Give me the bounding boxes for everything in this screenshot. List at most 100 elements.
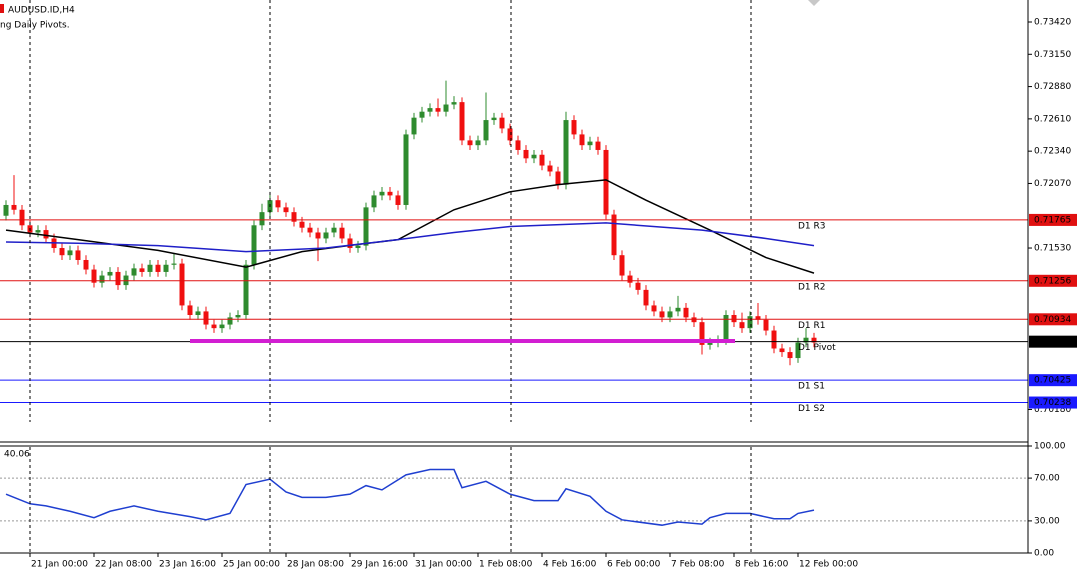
candle-body bbox=[611, 214, 617, 256]
candle-body bbox=[227, 317, 233, 325]
x-tick-label: 7 Feb 08:00 bbox=[671, 560, 725, 570]
candle-body bbox=[483, 120, 489, 141]
price-label-box bbox=[1029, 335, 1077, 348]
candle-body bbox=[739, 322, 745, 329]
candle-body bbox=[427, 108, 433, 112]
candle-body bbox=[547, 165, 553, 172]
line-series bbox=[5, 222, 815, 253]
candle-body bbox=[211, 324, 217, 329]
candle-body bbox=[475, 140, 481, 146]
x-tick-label: 21 Jan 00:00 bbox=[31, 560, 88, 570]
candle-body bbox=[571, 120, 577, 135]
candle-body bbox=[587, 141, 593, 146]
y-tick-label: 0.72340 bbox=[1034, 147, 1071, 157]
candle-body bbox=[563, 120, 569, 185]
candle-body bbox=[779, 348, 785, 353]
candle-body bbox=[339, 227, 345, 239]
pivot-label: D1 S1 bbox=[798, 382, 825, 392]
x-tick-label: 8 Feb 16:00 bbox=[735, 560, 789, 570]
pivot-label: D1 R2 bbox=[798, 282, 826, 292]
x-tick-label: 25 Jan 00:00 bbox=[223, 560, 280, 570]
candle-body bbox=[395, 195, 401, 205]
candle-body bbox=[307, 227, 313, 233]
x-tick-label: 4 Feb 16:00 bbox=[543, 560, 597, 570]
price-label-box bbox=[1029, 374, 1077, 387]
candle-body bbox=[347, 238, 353, 249]
candle-body bbox=[259, 212, 265, 226]
candle-body bbox=[283, 207, 289, 213]
candle-body bbox=[747, 316, 753, 329]
candle-body bbox=[147, 264, 153, 272]
candle-body bbox=[579, 134, 585, 146]
y-tick-label: 0.73150 bbox=[1034, 50, 1071, 60]
candle-body bbox=[707, 342, 713, 345]
candle-body bbox=[683, 307, 689, 318]
candle-body bbox=[403, 134, 409, 205]
candle-body bbox=[619, 255, 625, 276]
price-label: 0.70425 bbox=[1034, 376, 1071, 386]
x-tick-label: 1 Feb 08:00 bbox=[479, 560, 533, 570]
candle-body bbox=[75, 250, 81, 260]
candle-body bbox=[11, 204, 17, 210]
candle-body bbox=[643, 289, 649, 306]
candle-body bbox=[627, 275, 633, 283]
candle-body bbox=[803, 337, 809, 343]
price-label: 0.70747 bbox=[1034, 337, 1071, 347]
price-label: 0.70934 bbox=[1034, 315, 1071, 325]
candle-body bbox=[203, 311, 209, 325]
candle-body bbox=[531, 154, 537, 159]
y-tick-label: 0.72070 bbox=[1034, 179, 1071, 189]
candle-body bbox=[243, 264, 249, 315]
pivot-label: D1 R3 bbox=[798, 221, 826, 231]
candle-body bbox=[67, 250, 73, 256]
candle-body bbox=[251, 225, 257, 265]
candle-body bbox=[379, 191, 385, 196]
candle-body bbox=[787, 352, 793, 359]
candle-body bbox=[83, 259, 89, 270]
candle-body bbox=[539, 154, 545, 166]
candle-body bbox=[467, 140, 473, 146]
candle-body bbox=[3, 204, 9, 216]
candle-body bbox=[595, 141, 601, 150]
candle-body bbox=[555, 171, 561, 185]
candle-body bbox=[171, 263, 177, 265]
candle-body bbox=[187, 305, 193, 315]
candle-body bbox=[387, 191, 393, 196]
candle-body bbox=[355, 245, 361, 249]
candle-body bbox=[635, 282, 641, 290]
candle-body bbox=[811, 337, 817, 343]
y-tick-label: 0.72610 bbox=[1034, 114, 1071, 124]
candle-body bbox=[675, 307, 681, 312]
candle-body bbox=[667, 311, 673, 318]
candle-body bbox=[155, 264, 161, 272]
candle-body bbox=[163, 264, 169, 272]
candle-body bbox=[43, 230, 49, 239]
candle-body bbox=[275, 200, 281, 208]
x-tick-label: 29 Jan 16:00 bbox=[351, 560, 408, 570]
candle-body bbox=[299, 221, 305, 228]
candle-body bbox=[235, 314, 241, 318]
candle-body bbox=[435, 108, 441, 112]
pivot-label: D1 R1 bbox=[798, 321, 826, 331]
plot-layers: 0.73420 0.73150 0.72880 0.72610 0.72340 0.720… bbox=[0, 18, 1077, 570]
x-tick-label: 23 Jan 16:00 bbox=[159, 560, 216, 570]
candle-body bbox=[499, 117, 505, 129]
x-tick-label: 12 Feb 00:00 bbox=[799, 560, 858, 570]
candle-body bbox=[459, 102, 465, 141]
candle-body bbox=[59, 248, 65, 256]
y-tick-label: 0.70180 bbox=[1034, 405, 1071, 415]
pivot-label: D1 S2 bbox=[798, 404, 825, 414]
candle-body bbox=[699, 322, 705, 345]
x-tick-label: 31 Jan 00:00 bbox=[415, 560, 472, 570]
candle-body bbox=[723, 314, 729, 341]
candle-body bbox=[731, 314, 737, 323]
y-tick-label: 30.00 bbox=[1034, 516, 1060, 526]
candle-body bbox=[755, 316, 761, 320]
y-tick-label: 0.72880 bbox=[1034, 82, 1071, 92]
price-label: 0.71765 bbox=[1034, 215, 1071, 225]
candle-body bbox=[771, 330, 777, 349]
candle-body bbox=[179, 263, 185, 306]
indicator-name: ng Daily Pivots. bbox=[0, 21, 70, 31]
